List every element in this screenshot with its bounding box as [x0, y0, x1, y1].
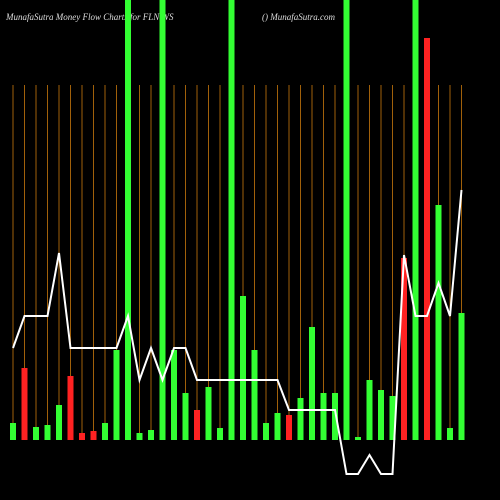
- bar: [424, 38, 430, 440]
- bar: [447, 428, 453, 440]
- bar: [10, 423, 16, 440]
- bar: [274, 413, 281, 440]
- bar: [286, 415, 292, 440]
- bar: [113, 350, 120, 440]
- bar: [125, 0, 131, 440]
- bar: [366, 380, 373, 440]
- bar: [217, 428, 223, 440]
- bar: [67, 376, 74, 440]
- bar: [171, 350, 177, 440]
- bar: [297, 398, 304, 440]
- chart-subtitle: () MunafaSutra.com: [262, 12, 335, 22]
- bar: [33, 427, 39, 440]
- bar: [56, 405, 62, 440]
- bar: [90, 431, 97, 440]
- bar: [320, 393, 327, 440]
- chart-title: MunafaSutra Money Flow Charts for FLN.WS: [5, 12, 174, 22]
- bar: [21, 368, 28, 440]
- bar: [182, 393, 189, 440]
- bar: [458, 313, 465, 440]
- bar: [228, 0, 235, 440]
- bar: [240, 296, 246, 440]
- bar: [102, 423, 108, 440]
- bar: [412, 0, 419, 440]
- line: [12, 189, 463, 475]
- bar: [378, 390, 384, 440]
- bar: [148, 430, 154, 440]
- bar: [389, 396, 396, 440]
- bar: [355, 437, 361, 440]
- bar: [194, 410, 200, 440]
- bar: [205, 387, 212, 440]
- bar: [435, 205, 442, 440]
- bar: [159, 0, 166, 440]
- bar: [136, 433, 143, 440]
- bar: [44, 425, 51, 440]
- bar: [332, 393, 338, 440]
- bar: [309, 327, 315, 440]
- bar: [263, 423, 269, 440]
- bar: [251, 350, 258, 440]
- bar: [79, 433, 85, 440]
- bar: [401, 258, 407, 440]
- bar: [343, 0, 350, 440]
